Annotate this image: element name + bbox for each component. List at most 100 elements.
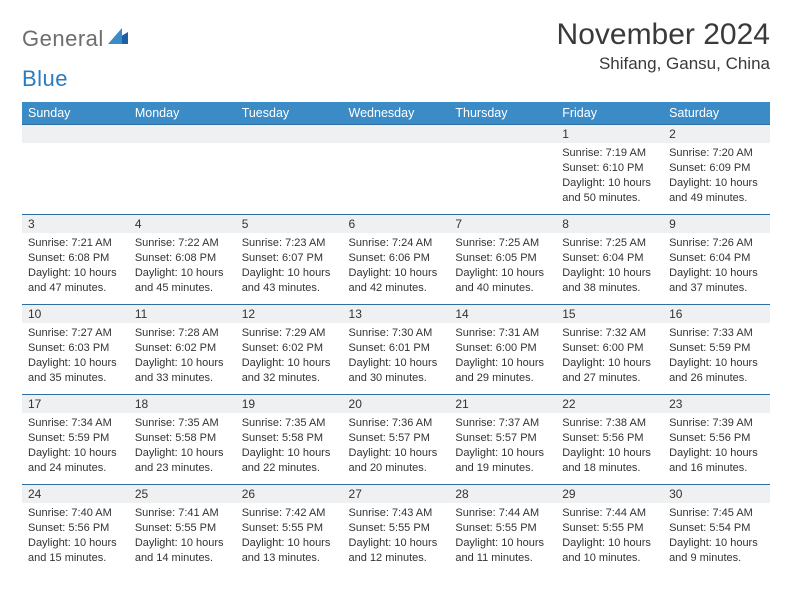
day-number: 8 [556, 214, 663, 233]
month-title: November 2024 [557, 18, 770, 52]
day-body: Sunrise: 7:41 AMSunset: 5:55 PMDaylight:… [129, 503, 236, 571]
day-number: 25 [129, 484, 236, 503]
sunset-text: Sunset: 6:00 PM [562, 341, 657, 356]
day-number [22, 124, 129, 143]
sunset-text: Sunset: 5:55 PM [349, 521, 444, 536]
sunset-text: Sunset: 5:54 PM [669, 521, 764, 536]
day-header: Tuesday [236, 102, 343, 124]
calendar-cell: 18Sunrise: 7:35 AMSunset: 5:58 PMDayligh… [129, 394, 236, 484]
calendar-cell: 19Sunrise: 7:35 AMSunset: 5:58 PMDayligh… [236, 394, 343, 484]
sunset-text: Sunset: 5:55 PM [562, 521, 657, 536]
day-number: 29 [556, 484, 663, 503]
day-number: 14 [449, 304, 556, 323]
day-number: 24 [22, 484, 129, 503]
sunrise-text: Sunrise: 7:35 AM [135, 416, 230, 431]
daylight-text: Daylight: 10 hours and 10 minutes. [562, 536, 657, 566]
day-number: 11 [129, 304, 236, 323]
daylight-text: Daylight: 10 hours and 22 minutes. [242, 446, 337, 476]
daylight-text: Daylight: 10 hours and 47 minutes. [28, 266, 123, 296]
calendar-cell: 2Sunrise: 7:20 AMSunset: 6:09 PMDaylight… [663, 124, 770, 214]
day-body: Sunrise: 7:38 AMSunset: 5:56 PMDaylight:… [556, 413, 663, 481]
daylight-text: Daylight: 10 hours and 49 minutes. [669, 176, 764, 206]
sunset-text: Sunset: 6:09 PM [669, 161, 764, 176]
sunrise-text: Sunrise: 7:34 AM [28, 416, 123, 431]
calendar-cell: 15Sunrise: 7:32 AMSunset: 6:00 PMDayligh… [556, 304, 663, 394]
sunset-text: Sunset: 5:58 PM [135, 431, 230, 446]
daylight-text: Daylight: 10 hours and 14 minutes. [135, 536, 230, 566]
day-body: Sunrise: 7:34 AMSunset: 5:59 PMDaylight:… [22, 413, 129, 481]
day-header: Wednesday [343, 102, 450, 124]
sunset-text: Sunset: 6:06 PM [349, 251, 444, 266]
day-number: 10 [22, 304, 129, 323]
day-body [236, 143, 343, 152]
sunrise-text: Sunrise: 7:19 AM [562, 146, 657, 161]
sunset-text: Sunset: 5:55 PM [455, 521, 550, 536]
sunset-text: Sunset: 6:08 PM [28, 251, 123, 266]
sunrise-text: Sunrise: 7:42 AM [242, 506, 337, 521]
sunrise-text: Sunrise: 7:25 AM [562, 236, 657, 251]
logo-text-blue: Blue [22, 66, 68, 92]
day-body: Sunrise: 7:21 AMSunset: 6:08 PMDaylight:… [22, 233, 129, 301]
day-number: 15 [556, 304, 663, 323]
sunset-text: Sunset: 5:59 PM [669, 341, 764, 356]
calendar-cell: 22Sunrise: 7:38 AMSunset: 5:56 PMDayligh… [556, 394, 663, 484]
day-number: 16 [663, 304, 770, 323]
calendar-cell: 11Sunrise: 7:28 AMSunset: 6:02 PMDayligh… [129, 304, 236, 394]
day-header: Sunday [22, 102, 129, 124]
day-number [343, 124, 450, 143]
day-number: 12 [236, 304, 343, 323]
daylight-text: Daylight: 10 hours and 19 minutes. [455, 446, 550, 476]
day-body [449, 143, 556, 152]
sunrise-text: Sunrise: 7:21 AM [28, 236, 123, 251]
calendar-cell: 21Sunrise: 7:37 AMSunset: 5:57 PMDayligh… [449, 394, 556, 484]
calendar-cell [343, 124, 450, 214]
day-body: Sunrise: 7:26 AMSunset: 6:04 PMDaylight:… [663, 233, 770, 301]
day-body: Sunrise: 7:24 AMSunset: 6:06 PMDaylight:… [343, 233, 450, 301]
day-number: 28 [449, 484, 556, 503]
daylight-text: Daylight: 10 hours and 43 minutes. [242, 266, 337, 296]
calendar-row: 17Sunrise: 7:34 AMSunset: 5:59 PMDayligh… [22, 394, 770, 484]
sunrise-text: Sunrise: 7:28 AM [135, 326, 230, 341]
day-number: 1 [556, 124, 663, 143]
sunset-text: Sunset: 6:03 PM [28, 341, 123, 356]
sunset-text: Sunset: 6:10 PM [562, 161, 657, 176]
daylight-text: Daylight: 10 hours and 11 minutes. [455, 536, 550, 566]
logo-mark-icon [108, 26, 128, 49]
day-header: Saturday [663, 102, 770, 124]
sunrise-text: Sunrise: 7:40 AM [28, 506, 123, 521]
day-number: 20 [343, 394, 450, 413]
day-body: Sunrise: 7:43 AMSunset: 5:55 PMDaylight:… [343, 503, 450, 571]
day-body: Sunrise: 7:27 AMSunset: 6:03 PMDaylight:… [22, 323, 129, 391]
day-number: 5 [236, 214, 343, 233]
sunset-text: Sunset: 5:57 PM [455, 431, 550, 446]
day-body: Sunrise: 7:25 AMSunset: 6:04 PMDaylight:… [556, 233, 663, 301]
sunrise-text: Sunrise: 7:29 AM [242, 326, 337, 341]
day-header: Thursday [449, 102, 556, 124]
daylight-text: Daylight: 10 hours and 42 minutes. [349, 266, 444, 296]
calendar-cell: 26Sunrise: 7:42 AMSunset: 5:55 PMDayligh… [236, 484, 343, 574]
calendar-row: 3Sunrise: 7:21 AMSunset: 6:08 PMDaylight… [22, 214, 770, 304]
day-number [449, 124, 556, 143]
sunset-text: Sunset: 6:01 PM [349, 341, 444, 356]
sunrise-text: Sunrise: 7:38 AM [562, 416, 657, 431]
title-block: November 2024 Shifang, Gansu, China [557, 18, 770, 74]
daylight-text: Daylight: 10 hours and 45 minutes. [135, 266, 230, 296]
daylight-text: Daylight: 10 hours and 24 minutes. [28, 446, 123, 476]
sunset-text: Sunset: 6:02 PM [242, 341, 337, 356]
daylight-text: Daylight: 10 hours and 26 minutes. [669, 356, 764, 386]
sunrise-text: Sunrise: 7:37 AM [455, 416, 550, 431]
day-number [129, 124, 236, 143]
calendar-cell: 1Sunrise: 7:19 AMSunset: 6:10 PMDaylight… [556, 124, 663, 214]
day-number: 18 [129, 394, 236, 413]
sunset-text: Sunset: 5:55 PM [135, 521, 230, 536]
sunset-text: Sunset: 6:05 PM [455, 251, 550, 266]
sunset-text: Sunset: 5:55 PM [242, 521, 337, 536]
calendar-cell: 12Sunrise: 7:29 AMSunset: 6:02 PMDayligh… [236, 304, 343, 394]
day-number: 30 [663, 484, 770, 503]
sunrise-text: Sunrise: 7:25 AM [455, 236, 550, 251]
calendar-cell: 10Sunrise: 7:27 AMSunset: 6:03 PMDayligh… [22, 304, 129, 394]
sunset-text: Sunset: 5:56 PM [28, 521, 123, 536]
calendar-cell: 20Sunrise: 7:36 AMSunset: 5:57 PMDayligh… [343, 394, 450, 484]
location: Shifang, Gansu, China [557, 54, 770, 74]
day-body: Sunrise: 7:44 AMSunset: 5:55 PMDaylight:… [449, 503, 556, 571]
